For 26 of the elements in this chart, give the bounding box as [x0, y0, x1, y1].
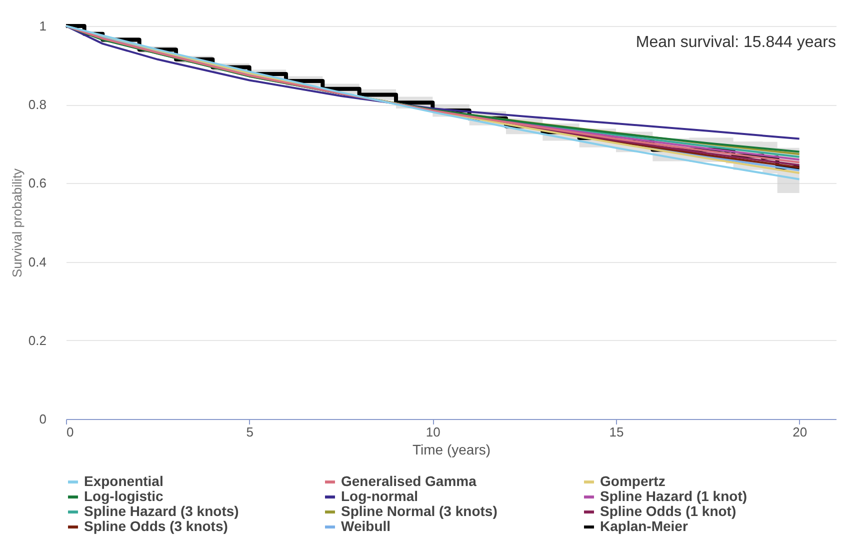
- legend-label: Spline Odds (1 knot): [600, 503, 736, 519]
- x-tick-label: 5: [246, 424, 254, 440]
- legend-label: Spline Hazard (3 knots): [84, 503, 239, 519]
- y-tick-label: 1: [39, 18, 46, 34]
- x-tick-label: 15: [609, 424, 624, 440]
- x-tick-label: 0: [66, 424, 74, 440]
- legend-label: Spline Odds (3 knots): [84, 518, 228, 534]
- legend-label: Kaplan-Meier: [600, 518, 688, 534]
- legend-label: Spline Normal (3 knots): [341, 503, 498, 519]
- legend-label: Weibull: [341, 518, 391, 534]
- y-tick-label: 0.4: [28, 254, 46, 270]
- legend-label: Generalised Gamma: [341, 473, 477, 489]
- x-tick-label: 10: [426, 424, 440, 440]
- y-tick-label: 0.2: [28, 332, 46, 348]
- y-tick-label: 0: [39, 412, 46, 426]
- y-axis-title: Survival probability: [9, 168, 24, 278]
- legend-label: Log-logistic: [84, 488, 164, 504]
- legend-label: Exponential: [84, 473, 164, 489]
- x-axis-title: Time (years): [412, 442, 491, 458]
- legend-label: Spline Hazard (1 knot): [600, 488, 748, 504]
- y-tick-label: 0.8: [28, 97, 46, 112]
- x-tick-label: 20: [792, 424, 808, 440]
- annotation: Mean survival: 15.844 years: [636, 34, 836, 51]
- y-tick-label: 0.6: [28, 176, 46, 191]
- legend-label: Log-normal: [341, 488, 418, 504]
- legend-label: Gompertz: [600, 473, 666, 489]
